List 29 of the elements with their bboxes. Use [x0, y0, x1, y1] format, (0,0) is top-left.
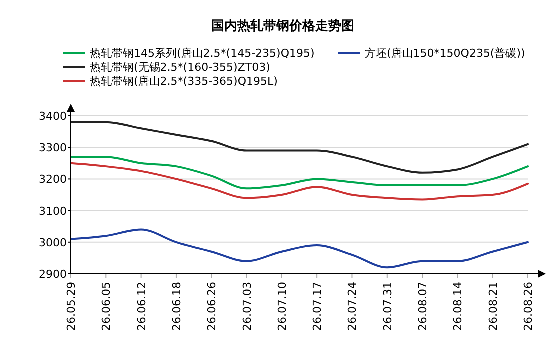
x-tick-label: 26.07.03: [240, 282, 254, 331]
x-tick-label: 26.06.26: [206, 282, 219, 331]
y-tick-label: 3400: [39, 110, 67, 123]
x-tick-label: 26.08.26: [522, 282, 535, 331]
x-tick-label: 26.07.10: [276, 282, 289, 331]
x-tick-label: 26.06.05: [100, 282, 114, 331]
line-series: [70, 121, 529, 174]
line-series: [70, 156, 529, 190]
legend-label: 方坯(唐山150*150Q235(普碳)): [365, 47, 526, 60]
legend-label: 热轧带钢(唐山2.5*(335-365)Q195L): [90, 75, 278, 88]
x-tick-label: 26.06.12: [135, 282, 148, 331]
y-tick-label: 3200: [39, 173, 67, 186]
y-tick-label: 2900: [39, 268, 67, 281]
x-tick-label: 26.08.21: [486, 282, 500, 331]
chart-title: 国内热轧带钢价格走势图: [212, 18, 354, 34]
x-tick-label: 26.06.18: [170, 282, 184, 331]
x-tick-label: 26.07.31: [381, 282, 394, 331]
line-series: [70, 162, 529, 201]
x-tick-label: 26.08.07: [416, 282, 430, 331]
x-tick-label: 26.07.24: [346, 282, 360, 331]
y-tick-label: 3000: [39, 236, 67, 250]
x-tick-label: 26.08.14: [452, 282, 465, 331]
line-series: [70, 228, 529, 269]
y-tick-label: 3100: [39, 204, 67, 218]
x-tick-label: 26.05.29: [65, 282, 78, 331]
y-tick-label: 3300: [39, 142, 67, 155]
legend-label: 热轧带钢(无锡2.5*(160-355)ZT03): [90, 61, 270, 74]
legend-label: 热轧带钢145系列(唐山2.5*(145-235)Q195): [90, 47, 315, 60]
x-tick-label: 26.07.17: [311, 282, 324, 331]
